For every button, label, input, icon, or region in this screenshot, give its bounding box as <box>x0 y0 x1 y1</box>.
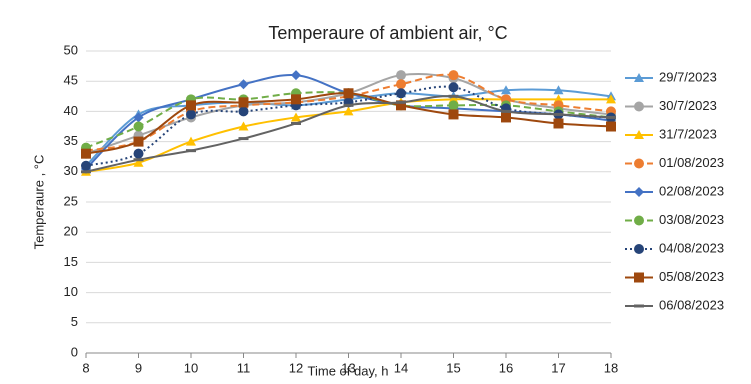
series-line <box>85 91 612 149</box>
marker <box>186 149 196 153</box>
legend-label: 02/08/2023 <box>659 183 724 198</box>
legend-label: 01/08/2023 <box>659 155 724 170</box>
marker <box>133 158 144 162</box>
marker <box>448 94 459 98</box>
legend-label: 31/7/2023 <box>659 126 717 141</box>
legend-label: 04/08/2023 <box>659 240 724 255</box>
y-axis-label: Temperaure , °C <box>31 155 46 250</box>
y-tick-label: 5 <box>71 314 78 329</box>
marker <box>634 272 644 283</box>
y-tick-label: 20 <box>64 224 78 239</box>
marker <box>343 88 354 99</box>
x-tick-label: 15 <box>446 360 460 375</box>
marker <box>238 121 249 131</box>
marker <box>606 115 616 119</box>
marker <box>133 148 144 159</box>
marker <box>634 101 644 112</box>
y-tick-label: 50 <box>64 42 78 57</box>
marker <box>448 100 459 111</box>
marker <box>186 100 196 111</box>
x-tick-label: 17 <box>551 360 565 375</box>
marker <box>606 121 616 132</box>
marker <box>238 79 249 90</box>
marker <box>606 94 616 104</box>
marker <box>81 160 91 171</box>
marker <box>81 148 91 159</box>
marker <box>291 121 301 125</box>
x-tick-label: 18 <box>604 360 618 375</box>
marker <box>501 112 511 123</box>
x-tick-label: 12 <box>289 360 303 375</box>
series-line <box>85 73 612 152</box>
series-line <box>85 85 612 167</box>
marker <box>634 73 644 82</box>
marker <box>553 118 564 129</box>
y-tick-label: 15 <box>64 254 78 269</box>
marker <box>448 109 459 120</box>
x-tick-label: 13 <box>341 360 355 375</box>
x-tick-label: 10 <box>184 360 198 375</box>
x-tick-label: 14 <box>394 360 408 375</box>
marker <box>343 103 354 107</box>
marker <box>133 112 144 123</box>
marker <box>634 158 644 169</box>
marker <box>634 244 644 254</box>
legend-label: 05/08/2023 <box>659 269 724 284</box>
marker <box>133 121 144 132</box>
x-tick-label: 11 <box>237 360 251 375</box>
marker <box>291 70 301 81</box>
y-tick-label: 45 <box>64 73 78 88</box>
marker <box>553 112 564 116</box>
marker <box>396 100 406 104</box>
chart-title: Temperaure of ambient air, °C <box>268 23 507 43</box>
marker <box>133 157 144 167</box>
y-tick-label: 0 <box>71 344 78 359</box>
marker <box>343 106 354 116</box>
marker <box>448 70 459 81</box>
marker <box>634 215 644 226</box>
marker <box>291 112 301 122</box>
marker <box>501 85 511 95</box>
marker <box>186 109 196 120</box>
marker <box>396 70 406 81</box>
marker <box>396 88 406 99</box>
y-tick-label: 10 <box>64 284 78 299</box>
marker <box>291 94 301 105</box>
x-tick-label: 9 <box>135 360 142 375</box>
x-tick-label: 16 <box>499 360 513 375</box>
y-tick-label: 30 <box>64 163 78 178</box>
marker <box>634 130 644 139</box>
marker <box>396 79 406 90</box>
marker <box>238 97 249 108</box>
y-tick-label: 35 <box>64 133 78 148</box>
x-tick-label: 8 <box>82 360 89 375</box>
marker <box>634 304 644 308</box>
legend-label: 03/08/2023 <box>659 212 724 227</box>
y-tick-label: 40 <box>64 103 78 118</box>
marker <box>238 137 249 141</box>
y-tick-label: 25 <box>64 193 78 208</box>
marker <box>238 106 249 117</box>
x-axis-label: Time of day, h <box>308 363 389 378</box>
marker <box>81 170 91 174</box>
legend-label: 29/7/2023 <box>659 69 717 84</box>
marker <box>634 187 644 197</box>
legend-label: 30/7/2023 <box>659 98 717 113</box>
marker <box>501 109 511 113</box>
marker <box>186 136 196 146</box>
marker <box>553 85 564 95</box>
legend-label: 06/08/2023 <box>659 297 724 312</box>
marker <box>448 82 459 93</box>
marker <box>133 136 144 147</box>
marker <box>396 100 406 111</box>
